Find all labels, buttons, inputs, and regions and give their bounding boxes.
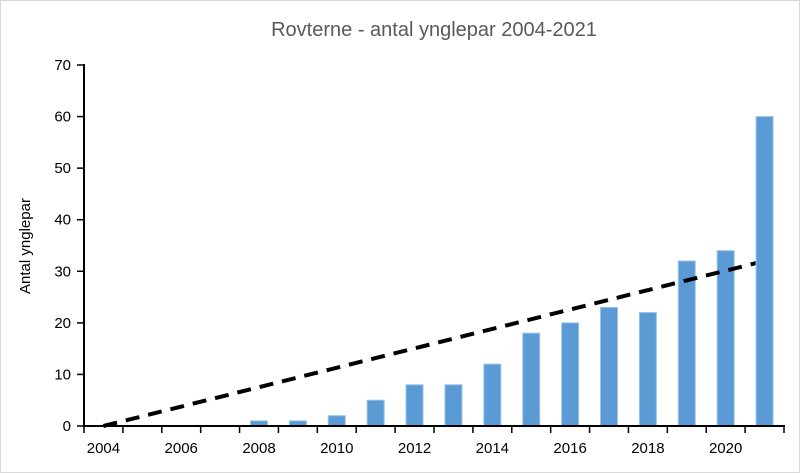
- chart-title: Rovterne - antal ynglepar 2004-2021: [271, 19, 597, 41]
- bar-2010: [327, 415, 346, 427]
- bar-2021: [755, 116, 774, 427]
- x-tick-label: 2016: [553, 440, 586, 457]
- x-tick-label: 2004: [87, 440, 120, 457]
- y-tick-label: 20: [54, 315, 71, 332]
- bar-2014: [483, 363, 502, 427]
- bar-2013: [444, 384, 463, 427]
- bar-2018: [638, 312, 657, 427]
- y-tick-label: 50: [54, 160, 71, 177]
- trend-line: [102, 259, 766, 428]
- bar-2017: [600, 306, 618, 427]
- y-tick-label: 10: [54, 366, 71, 383]
- bar-2015: [522, 332, 541, 427]
- x-tick-label: 2018: [631, 440, 664, 457]
- y-tick-label: 60: [54, 109, 71, 126]
- x-tick-label: 2006: [165, 440, 198, 457]
- x-tick-label: 2014: [476, 440, 509, 457]
- bar-2016: [561, 322, 580, 427]
- bar-2011: [366, 399, 385, 427]
- y-tick-label: 0: [63, 418, 71, 435]
- y-tick-label: 40: [54, 212, 71, 229]
- y-tick-label: 30: [54, 263, 71, 280]
- x-tick-label: 2010: [320, 440, 353, 457]
- x-tick-label: 2008: [242, 440, 275, 457]
- bar-2019: [677, 260, 696, 427]
- x-tick-label: 2012: [398, 440, 431, 457]
- y-tick-label: 70: [54, 57, 71, 74]
- bar-2020: [716, 250, 735, 427]
- x-tick-label: 2020: [709, 440, 742, 457]
- bar-2012: [405, 384, 424, 427]
